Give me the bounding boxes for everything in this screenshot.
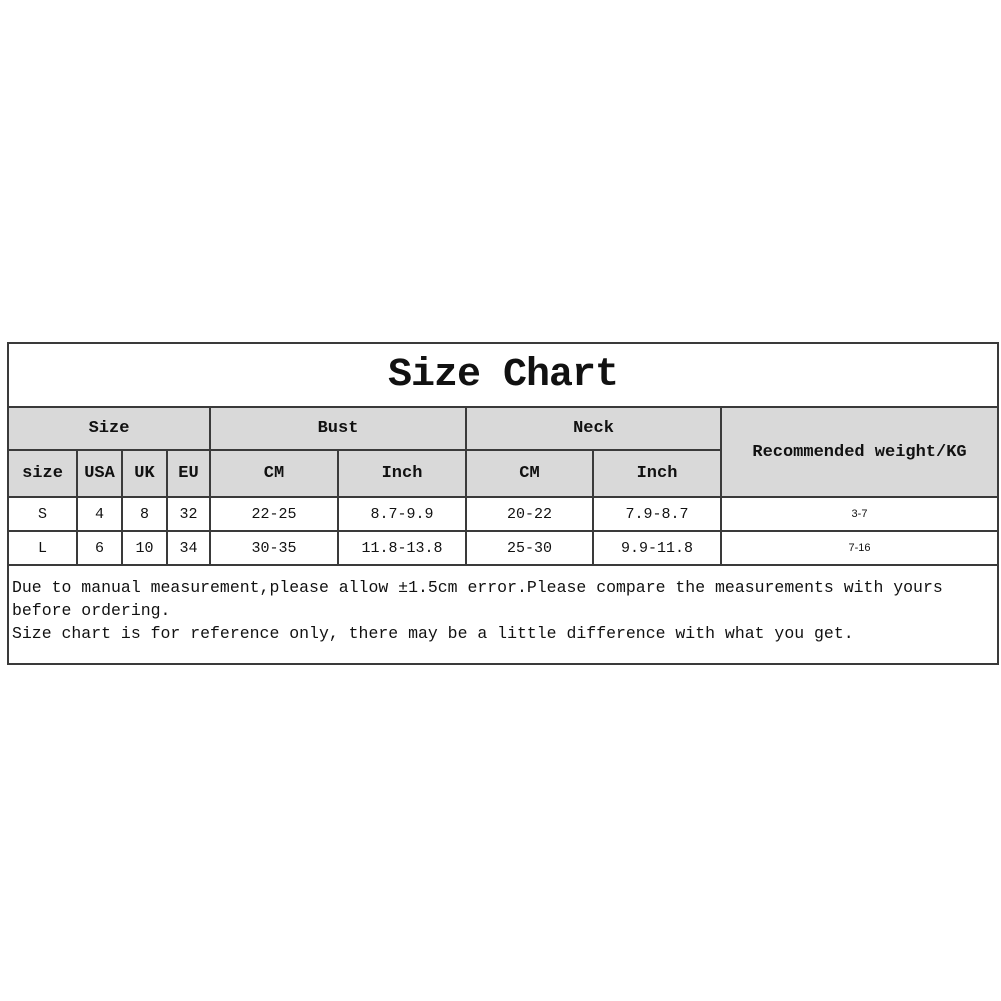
cell: 7-16	[719, 530, 1000, 566]
subheader-neck-cm: CM	[465, 449, 594, 498]
cell: 7.9-8.7	[592, 496, 722, 532]
cell: 30-35	[209, 530, 339, 566]
table-row: S 4 8 32 22-25 8.7-9.9 20-22 7.9-8.7 3-7	[7, 496, 1000, 532]
cell: 4	[76, 496, 123, 532]
cell: 32	[166, 496, 211, 532]
chart-title: Size Chart	[6, 342, 1000, 408]
subheader-size: size	[7, 449, 78, 498]
note-line: Due to manual measurement,please allow ±…	[12, 578, 943, 597]
cell: 22-25	[209, 496, 339, 532]
header-size: Size	[7, 406, 211, 451]
subheader-bust-inch: Inch	[337, 449, 467, 498]
subheader-usa: USA	[76, 449, 123, 498]
cell: 20-22	[465, 496, 594, 532]
table-row: L 6 10 34 30-35 11.8-13.8 25-30 9.9-11.8…	[7, 530, 1000, 566]
cell: 34	[166, 530, 211, 566]
note-line: Size chart is for reference only, there …	[12, 624, 854, 643]
subheader-bust-cm: CM	[209, 449, 339, 498]
cell: 3-7	[719, 496, 1000, 532]
cell: 6	[76, 530, 123, 566]
cell: 8	[121, 496, 168, 532]
subheader-eu: EU	[166, 449, 211, 498]
note-line: before ordering.	[12, 601, 171, 620]
subheader-uk: UK	[121, 449, 168, 498]
cell: 25-30	[465, 530, 594, 566]
header-bust: Bust	[209, 406, 467, 451]
cell: 9.9-11.8	[592, 530, 722, 566]
notes: Due to manual measurement,please allow ±…	[6, 564, 1000, 665]
header-neck: Neck	[465, 406, 722, 451]
cell: S	[7, 496, 78, 532]
subheader-neck-inch: Inch	[592, 449, 722, 498]
cell: 11.8-13.8	[337, 530, 467, 566]
cell: L	[7, 530, 78, 566]
size-chart-table: Size Chart Size Bust Neck Recommended we…	[6, 342, 1000, 665]
cell: 8.7-9.9	[337, 496, 467, 532]
cell: 10	[121, 530, 168, 566]
header-weight: Recommended weight/KG	[719, 406, 1000, 498]
